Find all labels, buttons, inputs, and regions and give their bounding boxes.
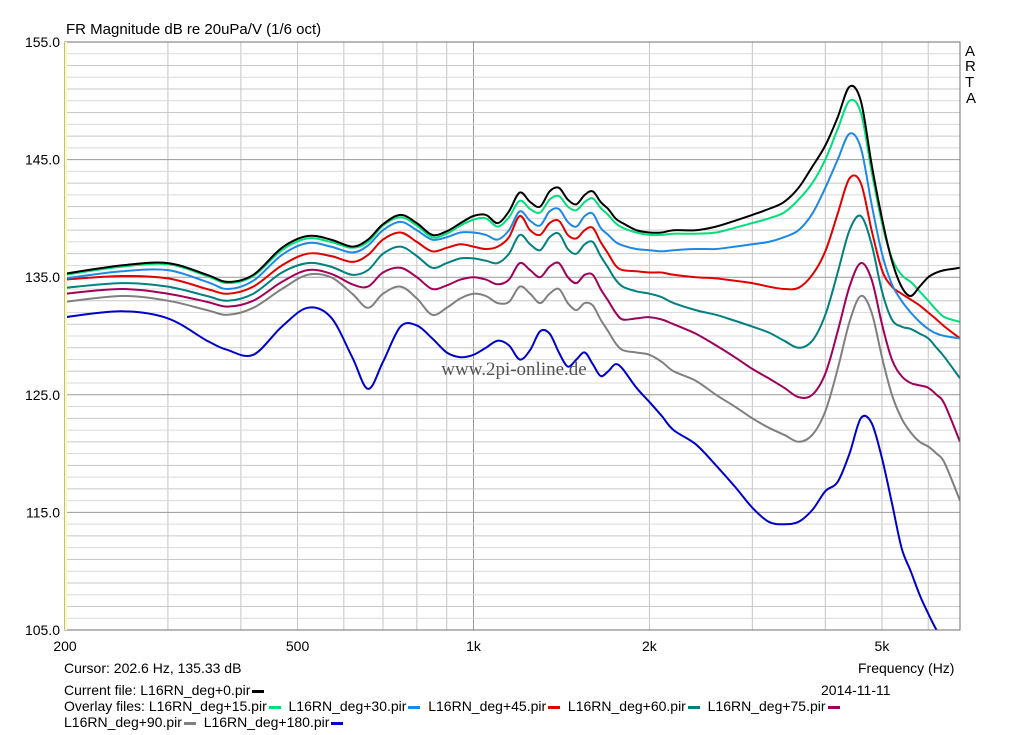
overlay-file-4: L16RN_deg+60.pir bbox=[567, 698, 686, 714]
y-tick-label: 105.0 bbox=[25, 622, 60, 638]
series-line-l16rn-deg-180-pir bbox=[65, 306, 938, 630]
current-file-line: Current file: L16RN_deg+0.pir bbox=[64, 682, 265, 698]
series-line-l16rn-deg-90-pir bbox=[65, 272, 960, 501]
side-label-1: A bbox=[965, 43, 976, 60]
y-tick-label: 135.0 bbox=[25, 269, 60, 285]
x-tick-label: 2k bbox=[642, 638, 658, 654]
overlay-file-1: L16RN_deg+15.pir bbox=[148, 698, 267, 714]
side-label-2: R bbox=[965, 58, 976, 75]
overlay-file-7: L16RN_deg+180.pir bbox=[203, 714, 330, 730]
y-tick-label: 115.0 bbox=[26, 504, 60, 520]
overlay-file-5: L16RN_deg+75.pir bbox=[707, 698, 826, 714]
series-line-l16rn-deg-0-pir bbox=[65, 84, 960, 297]
side-label-4: A bbox=[966, 90, 977, 107]
overlay-swatch-6 bbox=[183, 721, 196, 725]
overlay-swatch-5 bbox=[827, 705, 840, 709]
current-file-swatch bbox=[252, 689, 265, 693]
x-axis-label: Frequency (Hz) bbox=[858, 660, 955, 676]
overlay-label: Overlay files: bbox=[64, 698, 145, 714]
overlay-line-2: L16RN_deg+90.pir L16RN_deg+180.pir bbox=[64, 714, 344, 730]
series-line-l16rn-deg-45-pir bbox=[65, 174, 960, 340]
series-line-l16rn-deg-60-pir bbox=[65, 214, 960, 379]
plot-series bbox=[65, 84, 960, 630]
series-line-l16rn-deg-15-pir bbox=[65, 98, 960, 323]
series-line-l16rn-deg-30-pir bbox=[65, 132, 960, 340]
overlay-line-1: Overlay files: L16RN_deg+15.pir L16RN_de… bbox=[64, 698, 840, 714]
x-tick-label: 1k bbox=[466, 638, 482, 654]
x-tick-label: 200 bbox=[53, 638, 77, 654]
x-tick-label: 5k bbox=[875, 638, 891, 654]
y-tick-label: 145.0 bbox=[25, 152, 60, 168]
cursor-readout: Cursor: 202.6 Hz, 135.33 dB bbox=[64, 660, 242, 676]
side-label-3: T bbox=[965, 74, 975, 91]
plot-frame bbox=[64, 41, 961, 631]
y-tick-label: 125.0 bbox=[25, 387, 60, 403]
y-tick-label: 155.0 bbox=[25, 34, 60, 50]
overlay-file-6: L16RN_deg+90.pir bbox=[64, 714, 182, 730]
overlay-swatch-1 bbox=[268, 705, 281, 709]
watermark-text: www.2pi-online.de bbox=[441, 359, 586, 380]
overlay-swatch-2 bbox=[408, 705, 421, 709]
overlay-swatch-4 bbox=[687, 705, 700, 709]
overlay-swatch-3 bbox=[548, 705, 561, 709]
overlay-file-2: L16RN_deg+30.pir bbox=[288, 698, 407, 714]
current-file-label: Current file: bbox=[64, 682, 137, 698]
series-line-l16rn-deg-75-pir bbox=[65, 261, 960, 443]
overlay-swatch-7 bbox=[331, 721, 344, 725]
date-text: 2014-11-11 bbox=[821, 682, 891, 698]
overlay-file-3: L16RN_deg+45.pir bbox=[428, 698, 547, 714]
x-tick-label: 500 bbox=[286, 638, 310, 654]
current-file-name: L16RN_deg+0.pir bbox=[140, 682, 251, 698]
chart-title: FR Magnitude dB re 20uPa/V (1/6 oct) bbox=[66, 21, 322, 38]
